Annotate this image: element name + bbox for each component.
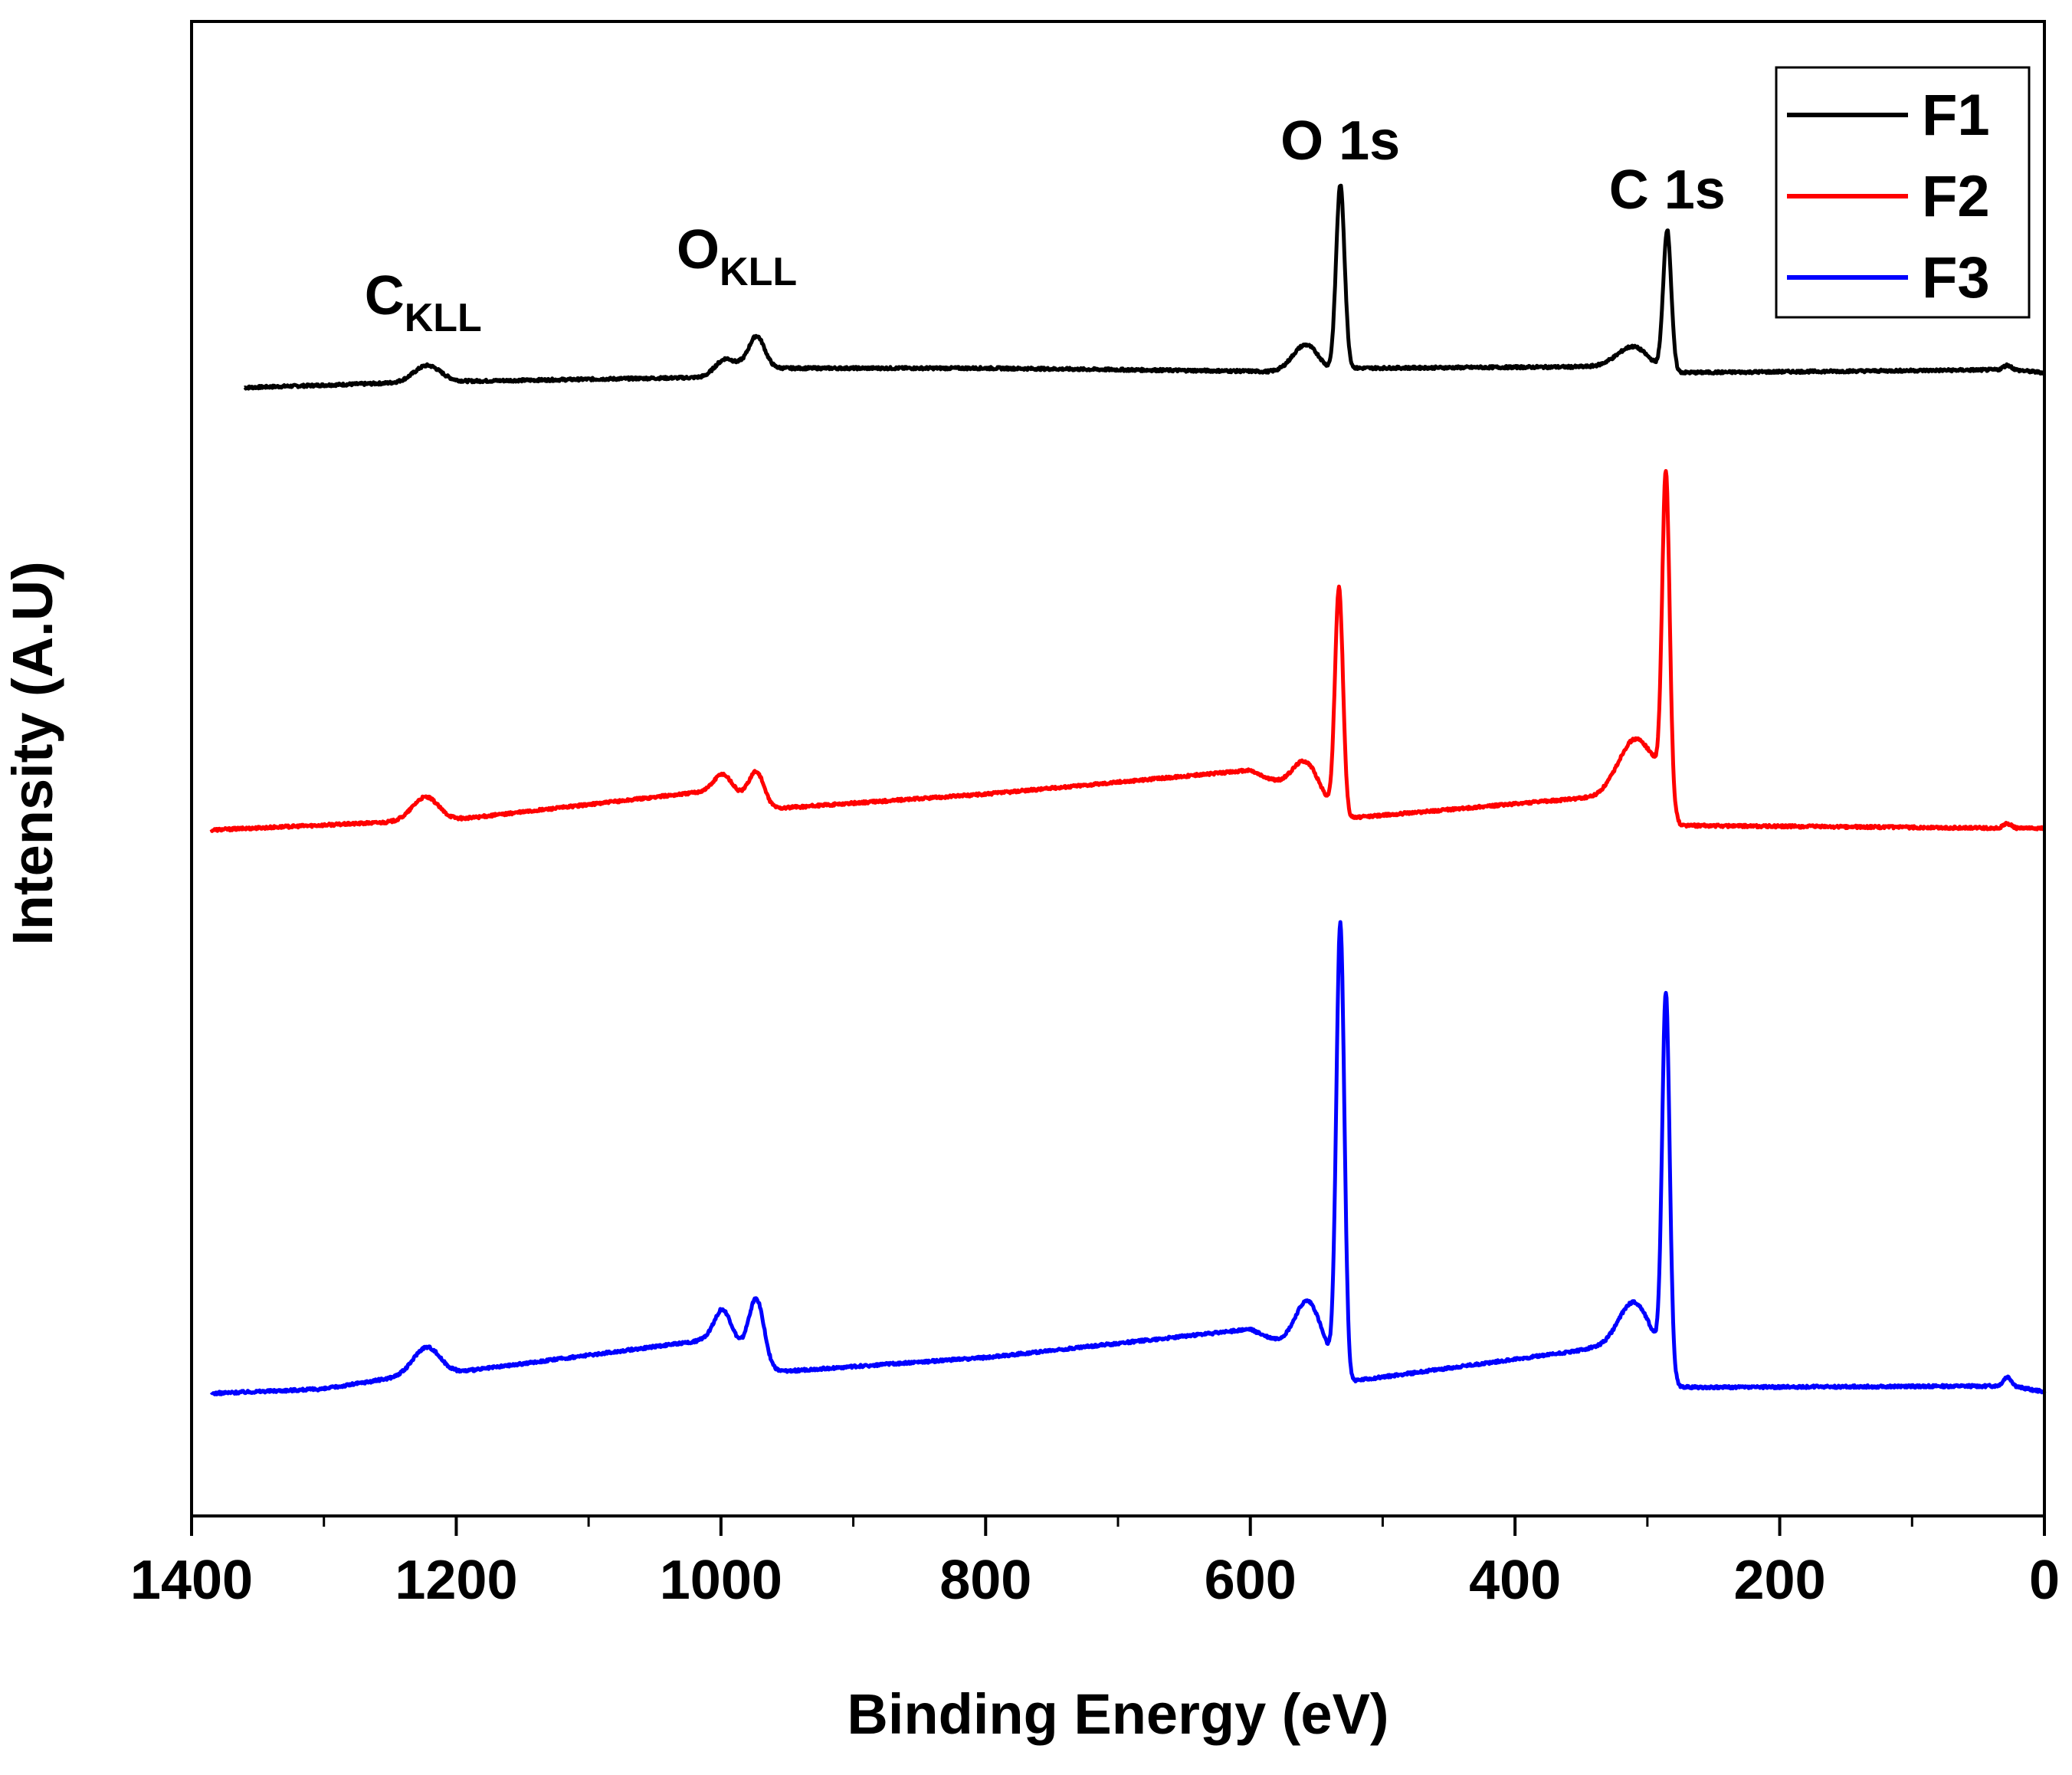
legend-label-f3: F3 <box>1922 245 1990 310</box>
x-tick-label: 400 <box>1469 1550 1561 1611</box>
x-tick-label: 0 <box>2029 1550 2060 1611</box>
x-tick-label: 1400 <box>130 1550 253 1611</box>
x-tick-label: 600 <box>1205 1550 1297 1611</box>
x-tick-label: 200 <box>1734 1550 1826 1611</box>
legend-label-f1: F1 <box>1922 83 1990 148</box>
series-line-f2 <box>209 469 2046 833</box>
series-line-f1 <box>243 183 2046 391</box>
peak-label: O 1s <box>1280 110 1400 172</box>
x-tick-label: 800 <box>939 1550 1031 1611</box>
peak-label: C 1s <box>1609 159 1726 221</box>
legend-box <box>1775 66 2031 319</box>
peak-label-subscript: KLL <box>720 250 797 294</box>
legend-label-f2: F2 <box>1922 164 1990 229</box>
x-tick-label: 1200 <box>395 1550 517 1611</box>
series-layer <box>209 183 2047 1396</box>
peak-label: CKLL <box>365 265 482 340</box>
x-tick-label: 1000 <box>660 1550 782 1611</box>
y-axis-label: Intensity (A.U) <box>1 561 64 946</box>
peak-label-main: O 1s <box>1280 110 1400 172</box>
series-line-f3 <box>209 920 2047 1396</box>
peak-label-subscript: KLL <box>405 296 482 340</box>
peak-label: OKLL <box>677 219 797 294</box>
peak-label-main: C 1s <box>1609 159 1726 221</box>
peak-label-main: O <box>677 219 720 281</box>
x-axis: 1400 1200 1000 800 600 400 200 0 <box>130 1516 2060 1611</box>
legend: F1 F2 F3 <box>1775 66 2031 319</box>
peak-label-main: C <box>365 265 405 326</box>
x-axis-label: Binding Energy (eV) <box>847 1682 1388 1746</box>
